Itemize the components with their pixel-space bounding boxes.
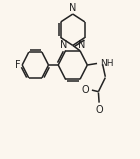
Text: N: N — [69, 3, 76, 13]
Text: N: N — [60, 39, 68, 49]
Text: NH: NH — [100, 59, 113, 68]
Text: O: O — [82, 85, 89, 95]
Text: F: F — [15, 60, 21, 70]
Text: N: N — [78, 39, 85, 49]
Text: O: O — [95, 105, 103, 115]
